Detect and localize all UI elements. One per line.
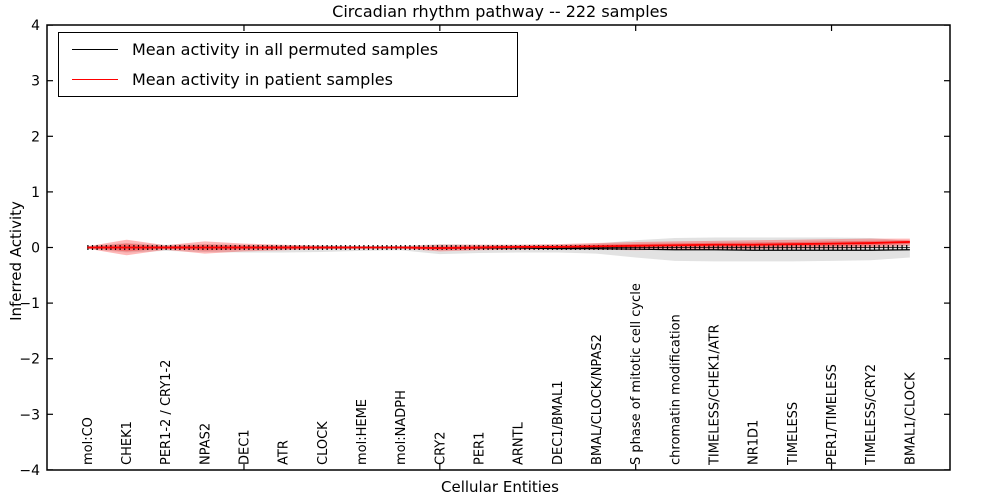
x-category-label: mol:HEME — [355, 399, 370, 465]
permuted-band — [87, 237, 910, 262]
x-category-label: CHEK1 — [120, 421, 135, 465]
x-category-label: ARNTL — [512, 421, 527, 465]
y-tick-label: 1 — [31, 185, 40, 201]
x-category-label: BMAL1/CLOCK — [903, 372, 918, 465]
x-category-label: TIMELESS — [786, 402, 801, 466]
x-category-label: mol:NADPH — [394, 390, 409, 465]
permuted-line-swatch — [72, 48, 118, 50]
y-tick-label: −3 — [19, 407, 40, 423]
patient-band-inner — [87, 240, 910, 252]
x-category-label: mol:CO — [81, 417, 96, 465]
x-category-label: CLOCK — [316, 421, 331, 465]
patient-mean-line — [87, 241, 910, 249]
x-category-label: DEC1 — [237, 429, 252, 465]
legend-item-patient: Mean activity in patient samples — [59, 66, 517, 94]
legend-label-patient: Mean activity in patient samples — [132, 70, 393, 90]
y-tick-label: −2 — [19, 352, 40, 368]
y-tick-label: −4 — [19, 463, 40, 479]
x-category-label: CRY2 — [433, 432, 448, 466]
chart-title: Circadian rhythm pathway -- 222 samples — [332, 2, 668, 21]
x-category-label: BMAL/CLOCK/NPAS2 — [590, 334, 605, 465]
x-category-label: PER1 — [473, 432, 488, 465]
legend: Mean activity in all permuted samples Me… — [58, 32, 518, 97]
x-category-label: TIMELESS/CHEK1/ATR — [708, 324, 723, 466]
x-category-label: S phase of mitotic cell cycle — [629, 283, 644, 465]
x-category-label: DEC1/BMAL1 — [551, 381, 566, 466]
y-tick-label: 3 — [31, 74, 40, 90]
legend-label-permuted: Mean activity in all permuted samples — [132, 39, 439, 59]
x-axis-label: Cellular Entities — [441, 478, 559, 496]
y-tick-label: −1 — [19, 296, 40, 312]
patient-line-swatch — [72, 79, 118, 81]
x-category-label: PER1/TIMELESS — [825, 364, 840, 465]
y-tick-label: 4 — [31, 18, 40, 34]
x-category-label: NR1D1 — [747, 420, 762, 465]
y-tick-label: 0 — [31, 241, 40, 257]
x-category-label: NPAS2 — [198, 423, 213, 465]
y-axis-label: Inferred Activity — [7, 201, 25, 321]
x-category-label: ATR — [277, 440, 292, 465]
x-category-label: chromatin modification — [668, 314, 683, 465]
y-tick-label: 2 — [31, 129, 40, 145]
x-category-label: TIMELESS/CRY2 — [864, 364, 879, 466]
x-category-label: PER1-2 / CRY1-2 — [159, 360, 174, 465]
legend-item-permuted: Mean activity in all permuted samples — [59, 35, 517, 63]
